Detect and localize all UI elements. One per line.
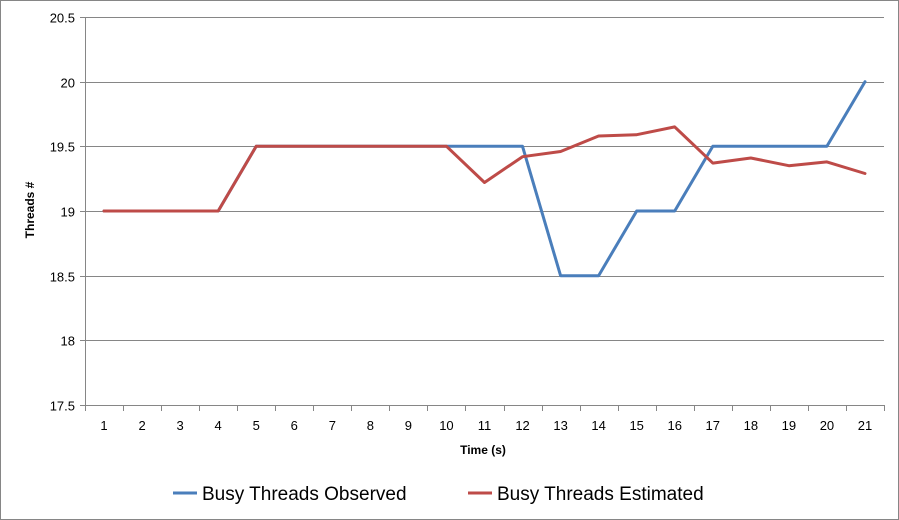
series-lines — [102, 80, 867, 278]
x-tick-label: 11 — [478, 418, 492, 433]
y-tick-label: 17.5 — [50, 399, 75, 414]
legend-item-estimated: Busy Threads Estimated — [468, 484, 704, 505]
x-tick-label: 10 — [439, 418, 453, 433]
x-tick-label: 20 — [820, 418, 834, 433]
y-tick-label: 19 — [61, 205, 75, 220]
x-tick-label: 1 — [100, 418, 107, 433]
y-tick-label: 20.5 — [50, 11, 75, 26]
legend-item-observed: Busy Threads Observed — [173, 484, 407, 505]
series-line-observed — [102, 80, 867, 278]
x-tick-label: 9 — [405, 418, 412, 433]
legend-label-estimated: Busy Threads Estimated — [497, 484, 704, 505]
x-tick-labels: 1 2 3 4 5 6 7 8 9 10 11 12 13 14 15 16 17 18 19 20 21 — [100, 418, 872, 433]
x-tick-label: 16 — [668, 418, 682, 433]
axes — [80, 17, 885, 411]
x-tick-label: 15 — [629, 418, 643, 433]
x-tick-label: 18 — [744, 418, 758, 433]
x-axis-title: Time (s) — [460, 443, 506, 457]
y-tick-label: 20 — [61, 76, 75, 91]
legend-label-observed: Busy Threads Observed — [202, 484, 407, 505]
x-tick-label: 21 — [858, 418, 872, 433]
x-tick-label: 2 — [138, 418, 145, 433]
y-tick-label: 18 — [61, 334, 75, 349]
y-tick-label: 19.5 — [50, 140, 75, 155]
x-tick-label: 4 — [215, 418, 222, 433]
x-tick-label: 19 — [782, 418, 796, 433]
x-tick-label: 13 — [553, 418, 567, 433]
legend: Busy Threads Observed Busy Threads Estim… — [173, 484, 704, 505]
x-tick-label: 14 — [591, 418, 605, 433]
grid-lines — [85, 17, 884, 341]
x-tick-label: 3 — [177, 418, 184, 433]
x-tick-label: 5 — [253, 418, 260, 433]
x-tick-label: 7 — [329, 418, 336, 433]
series-line-estimated — [102, 125, 867, 213]
x-tick-label: 12 — [515, 418, 529, 433]
x-tick-label: 8 — [367, 418, 374, 433]
y-tick-labels: 17.5 18 18.5 19 19.5 20 20.5 — [50, 11, 75, 414]
y-tick-label: 18.5 — [50, 270, 75, 285]
y-axis-title: Threads # — [23, 181, 37, 238]
x-tick-label: 6 — [291, 418, 298, 433]
x-tick-label: 17 — [706, 418, 720, 433]
